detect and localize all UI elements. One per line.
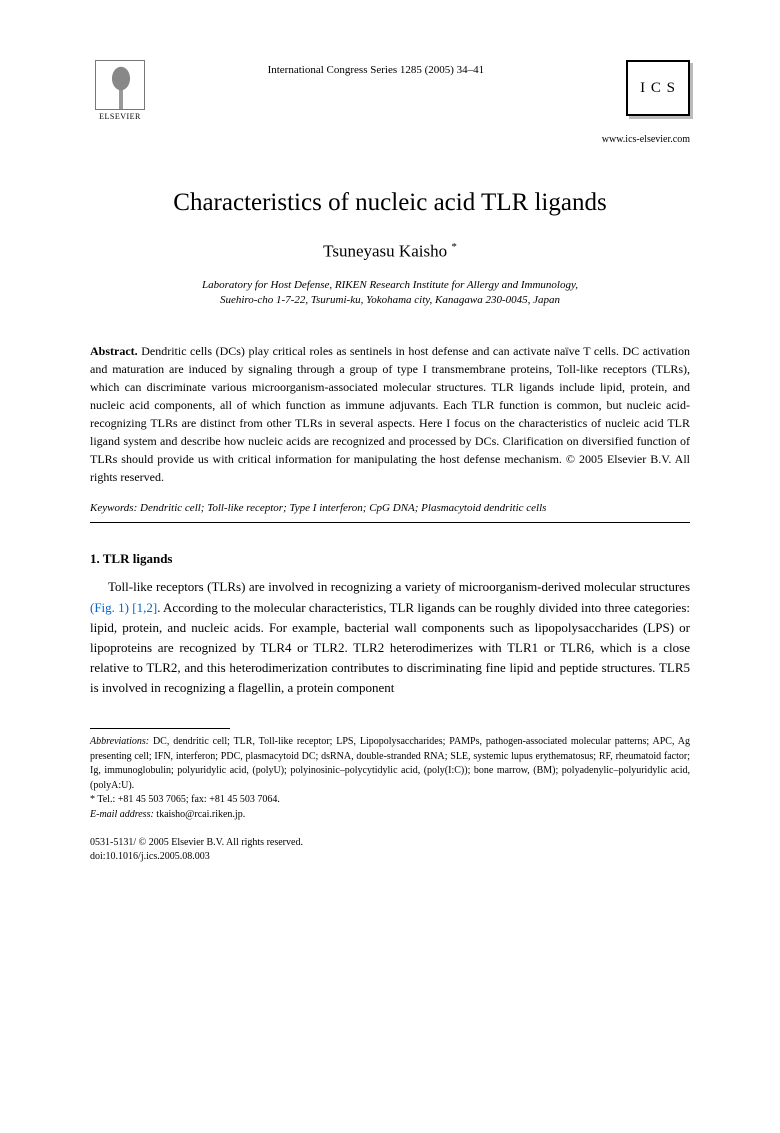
para-pre: Toll-like receptors (TLRs) are involved … [108, 579, 690, 594]
journal-reference: International Congress Series 1285 (2005… [150, 60, 602, 76]
correspondence-text: Tel.: +81 45 503 7065; fax: +81 45 503 7… [97, 794, 280, 805]
para-post: . According to the molecular characteris… [90, 600, 690, 696]
email-address: tkaisho@rcai.riken.jp. [156, 809, 245, 820]
author-line: Tsuneyasu Kaisho * [90, 241, 690, 262]
affiliation: Laboratory for Host Defense, RIKEN Resea… [90, 278, 690, 309]
figure-link[interactable]: (Fig. 1) [90, 600, 129, 615]
section-divider [90, 522, 690, 523]
ics-block: I C S www.ics-elsevier.com [602, 60, 690, 145]
abbreviations-footnote: Abbreviations: DC, dendritic cell; TLR, … [90, 735, 690, 793]
abbreviations-text: DC, dendritic cell; TLR, Toll-like recep… [90, 736, 690, 791]
email-label: E-mail address: [90, 809, 154, 820]
correspondence-marker: * [90, 794, 95, 805]
reference-link[interactable]: [1,2] [132, 600, 157, 615]
section-heading: 1. TLR ligands [90, 551, 690, 567]
abstract-text: Dendritic cells (DCs) play critical role… [90, 344, 690, 484]
elsevier-label: ELSEVIER [99, 112, 141, 121]
keywords-label: Keywords: [90, 502, 137, 514]
footnote-rule [90, 728, 230, 729]
keywords: Keywords: Dendritic cell; Toll-like rece… [90, 502, 690, 514]
elsevier-tree-icon [95, 60, 145, 110]
doi-line: doi:10.1016/j.ics.2005.08.003 [90, 850, 690, 864]
ics-logo-icon: I C S [626, 60, 690, 116]
correspondence-footnote: * Tel.: +81 45 503 7065; fax: +81 45 503… [90, 793, 690, 808]
email-footnote: E-mail address: tkaisho@rcai.riken.jp. [90, 808, 690, 823]
page-header: ELSEVIER International Congress Series 1… [90, 60, 690, 145]
keywords-text: Dendritic cell; Toll-like receptor; Type… [140, 502, 546, 514]
abstract-label: Abstract. [90, 344, 138, 358]
abbreviations-label: Abbreviations: [90, 736, 149, 747]
ics-url: www.ics-elsevier.com [602, 134, 690, 145]
issn-line: 0531-5131/ © 2005 Elsevier B.V. All righ… [90, 836, 690, 850]
author-name: Tsuneyasu Kaisho [323, 242, 447, 261]
page-footer: 0531-5131/ © 2005 Elsevier B.V. All righ… [90, 836, 690, 864]
elsevier-logo: ELSEVIER [90, 60, 150, 128]
abstract: Abstract. Dendritic cells (DCs) play cri… [90, 342, 690, 486]
author-marker: * [451, 241, 457, 253]
body-paragraph: Toll-like receptors (TLRs) are involved … [90, 577, 690, 698]
article-title: Characteristics of nucleic acid TLR liga… [90, 189, 690, 217]
